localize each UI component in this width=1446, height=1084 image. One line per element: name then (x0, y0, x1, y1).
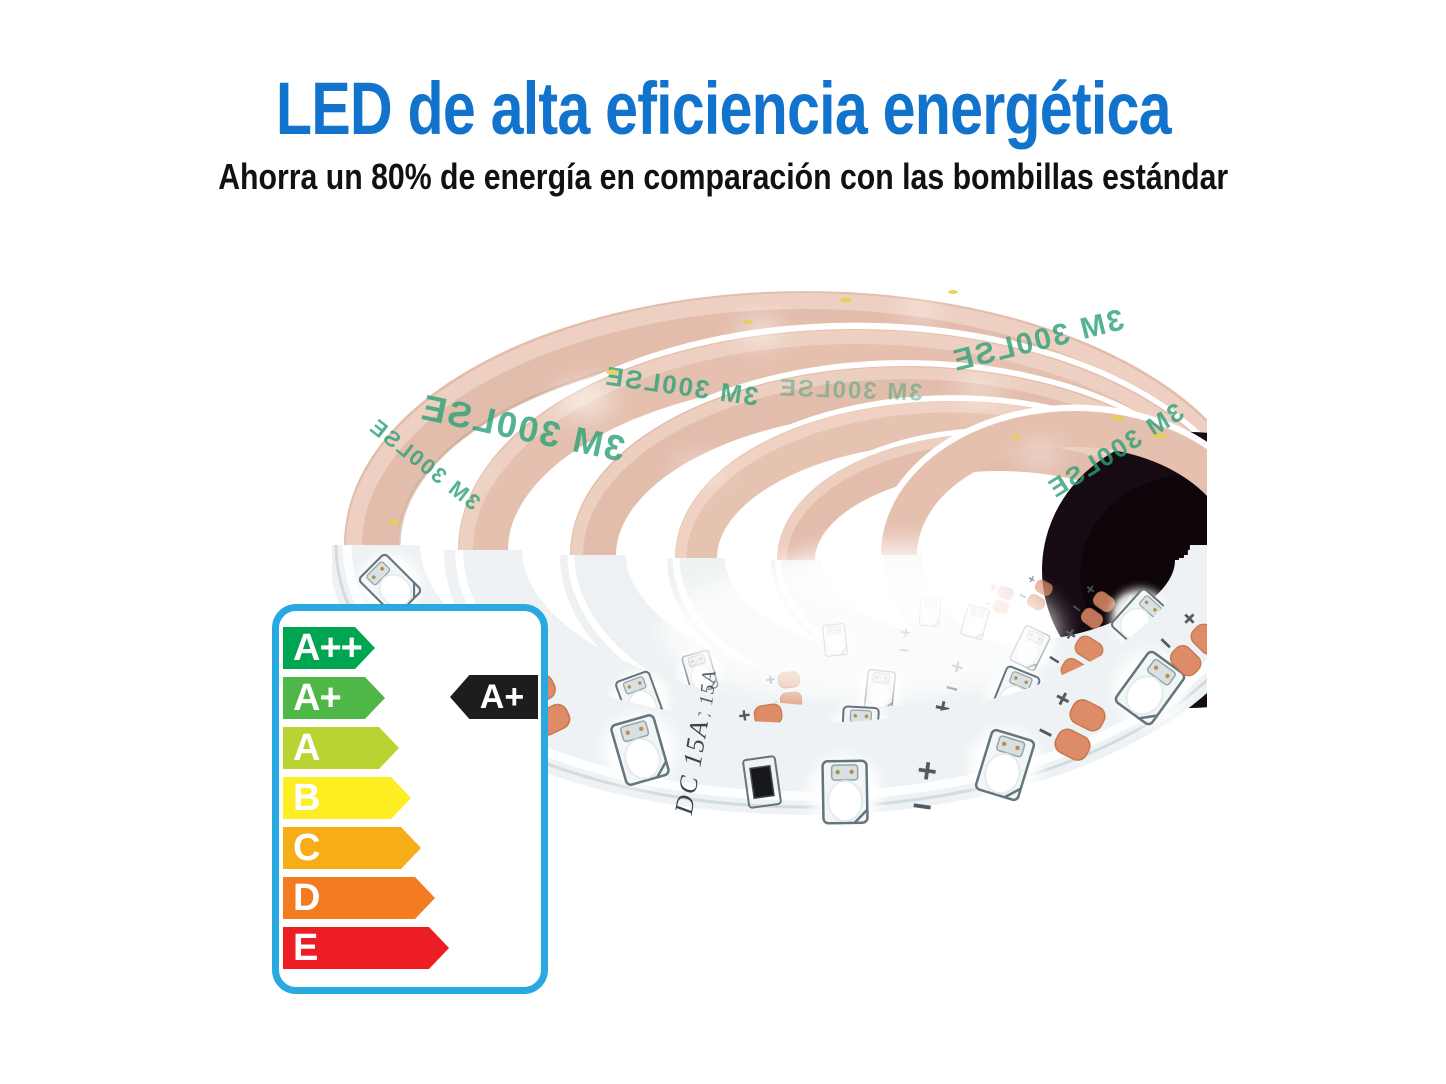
rating-letter: B (293, 776, 320, 819)
page-title-text: LED de alta eficiencia energética (275, 67, 1172, 150)
page-subtitle: Ahorra un 80% de energía en comparación … (0, 157, 1446, 197)
backing-text: 3M 300LSE (777, 374, 923, 406)
rating-letter: A (293, 726, 320, 769)
current-rating-arrow-icon: A+ (450, 675, 538, 719)
rating-arrow: C (283, 827, 421, 869)
energy-rating-scale: A++ A+ A B C (283, 627, 449, 969)
light-wash (780, 540, 1020, 620)
page-title: LED de alta eficiencia energética (0, 70, 1446, 148)
coil-inner-wrap (874, 404, 1207, 556)
rating-arrow: E (283, 927, 449, 969)
rating-arrow: A++ (283, 627, 375, 669)
rating-letter: D (293, 876, 320, 919)
energy-rating-row: A++ (283, 627, 449, 669)
rating-arrow: A+ (283, 677, 385, 719)
backing-reflections (454, 298, 1060, 485)
rating-arrow: D (283, 877, 435, 919)
energy-rating-row: A+ (283, 677, 449, 719)
edge-glints (389, 290, 1167, 525)
rating-letter: A+ (293, 676, 341, 719)
energy-rating-row: C (283, 827, 449, 869)
energy-rating-row: B (283, 777, 449, 819)
rating-letter: A++ (293, 626, 362, 669)
energy-rating-row: E (283, 927, 449, 969)
current-rating-letter: A+ (479, 677, 525, 716)
rating-letter: E (293, 926, 318, 969)
rating-arrow: A (283, 727, 399, 769)
energy-rating-row: A (283, 727, 449, 769)
rating-arrow: B (283, 777, 411, 819)
page-subtitle-text: Ahorra un 80% de energía en comparación … (218, 156, 1228, 197)
energy-rating-row: D (283, 877, 449, 919)
energy-efficiency-label: A++ A+ A B C (272, 604, 548, 994)
rating-letter: C (293, 826, 320, 869)
